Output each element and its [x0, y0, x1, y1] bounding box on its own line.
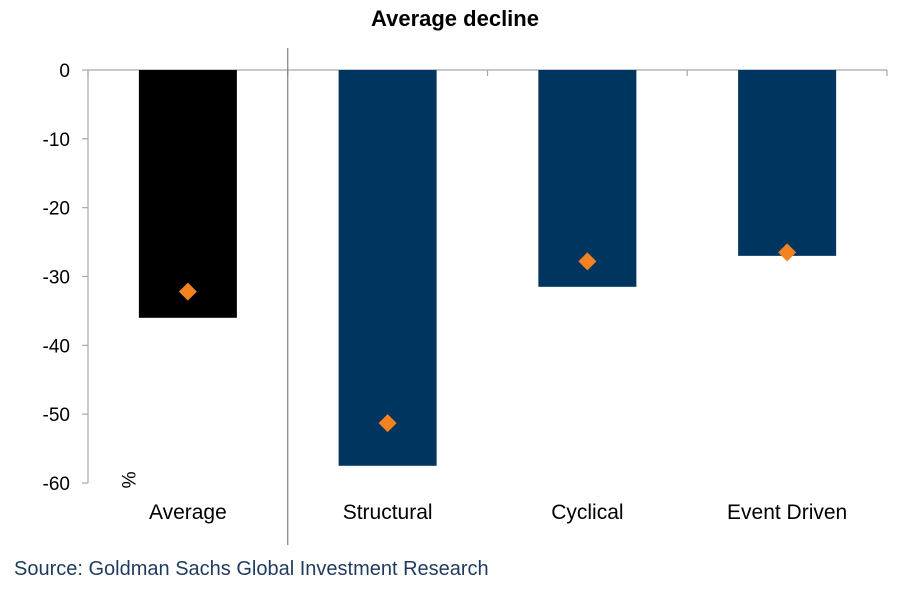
x-tick-label: Cyclical — [551, 501, 623, 524]
y-tick-label: -50 — [43, 405, 70, 426]
chart: Average decline 0 -10 -20 -30 -40 -50 -60 Avera… — [43, 6, 888, 545]
x-tick-label: Structural — [343, 501, 433, 524]
bar-average — [138, 70, 237, 318]
y-tick-label: -60 — [43, 474, 70, 495]
marker-structural — [378, 414, 397, 433]
y-tick-label: -30 — [43, 268, 70, 289]
marker-event-driven — [778, 243, 797, 262]
bar-event-driven — [738, 70, 837, 256]
marker-cyclical — [578, 252, 597, 271]
source-note: Source: Goldman Sachs Global Investment … — [14, 558, 489, 580]
marker-average — [178, 282, 197, 301]
plot-area: 0 -10 -20 -30 -40 -50 -60 Average Structural Cycl… — [43, 48, 888, 545]
bar-structural — [338, 70, 437, 466]
x-tick-label: Average — [149, 501, 227, 524]
y-tick-label: 0 — [59, 61, 70, 82]
y-tick-label: -40 — [43, 336, 70, 357]
x-tick-label: Event Driven — [727, 501, 847, 524]
y-tick-label: -20 — [43, 199, 70, 220]
chart-title: Average decline — [371, 6, 539, 31]
y-unit-label: % — [117, 472, 138, 489]
y-tick-label: -10 — [43, 130, 70, 151]
bar-cyclical — [538, 70, 637, 287]
